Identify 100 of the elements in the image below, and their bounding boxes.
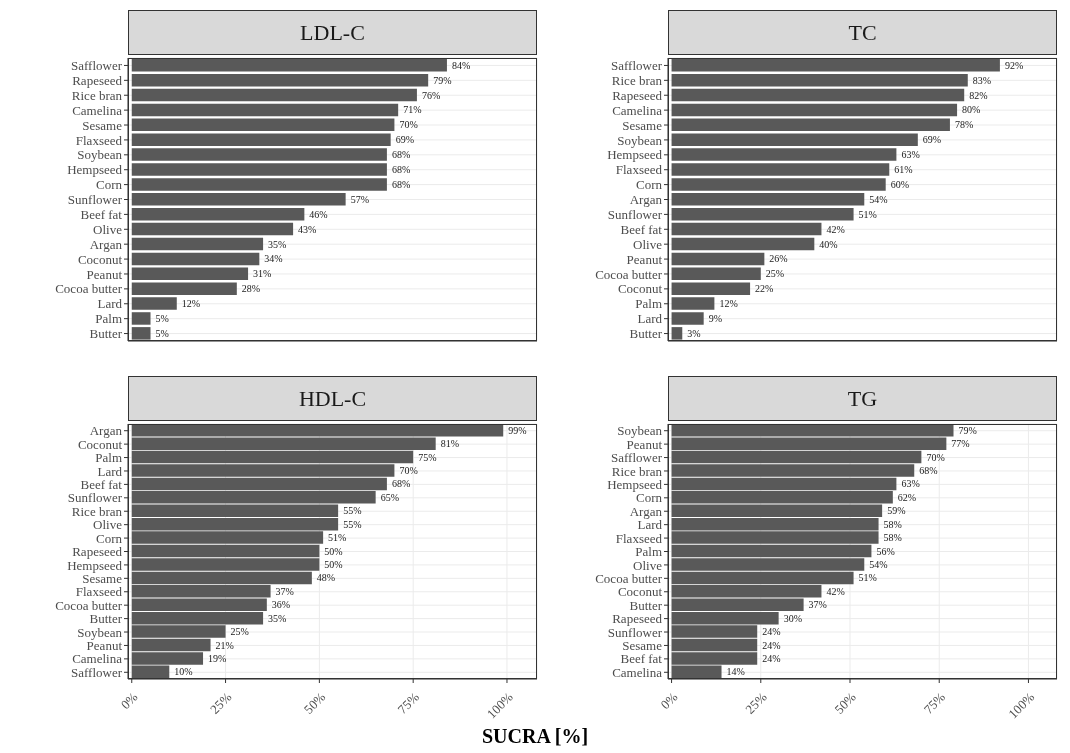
y-tick-label: Cocoa butter [595,570,663,586]
y-tick-label: Safflower [610,450,663,466]
y-tick-label: Flaxseed [75,584,123,600]
y-tick-label: Safflower [610,58,663,74]
data-label: 65% [380,491,399,503]
data-label: 48% [316,572,336,584]
data-label: 5% [155,327,169,339]
bar [671,178,886,191]
y-tick-label: Soybean [77,147,123,163]
data-label: 37% [275,585,294,597]
data-label: 63% [901,478,920,490]
data-label: 19% [208,652,227,664]
y-tick-label: Olive [93,517,123,533]
bar [671,163,890,176]
bar [131,178,387,191]
y-tick-label: Beef fat [620,221,663,237]
y-tick-label: Palm [95,311,122,327]
bar [671,282,751,295]
data-label: 70% [926,451,945,463]
y-tick-label: Flaxseed [615,162,663,178]
data-label: 42% [826,585,845,597]
data-label: 57% [350,193,369,205]
bar [671,59,1000,72]
data-label: 40% [819,238,838,250]
data-label: 82% [969,89,988,101]
data-label: 46% [309,208,328,220]
y-tick-label: Butter [89,611,123,627]
y-tick-label: Hempseed [607,147,663,163]
data-label: 69% [922,134,942,146]
bar [671,133,918,146]
data-label: 43% [298,223,317,235]
data-label: 71% [403,104,422,116]
chart-title: LDL-C [128,10,537,55]
y-tick-label: Camelina [612,664,663,680]
data-label: 51% [858,572,877,584]
data-label: 5% [155,313,169,325]
data-label: 24% [762,626,781,638]
chart-title: TG [668,376,1057,421]
data-label: 78% [954,119,974,131]
bar [131,252,260,266]
y-tick-label: Olive [633,236,663,252]
data-label: 62% [897,491,917,503]
y-tick-label: Sunflower [67,490,123,506]
y-tick-label: Lard [637,311,663,327]
y-tick-label: Coconut [77,251,123,267]
data-label: 56% [876,545,895,557]
y-tick-label: Butter [629,326,663,342]
y-tick-label: Peanut [86,266,123,282]
y-tick-label: Rapeseed [612,87,663,103]
y-tick-label: Safflower [70,58,123,74]
data-label: 14% [726,666,745,678]
bar [671,73,968,87]
bar [671,148,897,161]
bar [131,207,305,221]
y-tick-label: Peanut [626,251,663,267]
y-tick-label: Beef fat [80,207,123,223]
data-label: 55% [343,518,362,530]
bar [671,327,683,340]
data-label: 68% [919,465,938,477]
bar [131,222,294,236]
data-label: 22% [755,283,774,295]
y-tick-label: Butter [89,326,123,342]
y-tick-label: Lard [97,463,123,479]
x-axis-title: SUCRA [%] [480,725,590,748]
bar [131,282,237,295]
data-label: 21% [215,639,234,651]
bar [131,59,447,72]
bar [131,103,399,117]
data-label: 68% [391,478,411,490]
y-tick-label: Rice bran [611,463,663,479]
y-tick-label: Argan [629,192,663,208]
data-label: 84% [451,59,471,71]
data-label: 60% [890,178,910,190]
bar [671,193,865,206]
data-label: 51% [858,208,877,220]
y-tick-label: Safflower [70,664,123,680]
y-tick-label: Soybean [617,132,663,148]
data-label: 70% [399,465,418,477]
y-tick-label: Olive [633,557,663,573]
y-tick-label: Sesame [622,117,663,133]
chart-title: HDL-C [128,376,537,421]
bar [131,297,177,310]
y-tick-label: Rapeseed [612,611,663,627]
y-tick-label: Sesame [622,638,663,654]
data-label: 31% [253,268,272,280]
y-tick-label: Hempseed [607,477,663,493]
data-label: 55% [343,505,362,517]
bar [671,237,815,251]
x-tick-label: 50% [831,689,860,717]
y-tick-label: Soybean [617,423,663,439]
bar [131,148,387,161]
y-tick-label: Rice bran [611,72,663,88]
y-tick-label: Camelina [72,651,123,667]
bar [671,103,958,117]
bar [671,207,854,221]
y-tick-label: Sesame [82,117,123,133]
data-label: 25% [230,626,249,638]
y-tick-label: Corn [96,530,123,546]
data-label: 83% [972,74,992,86]
x-tick-label: 0% [657,689,681,713]
